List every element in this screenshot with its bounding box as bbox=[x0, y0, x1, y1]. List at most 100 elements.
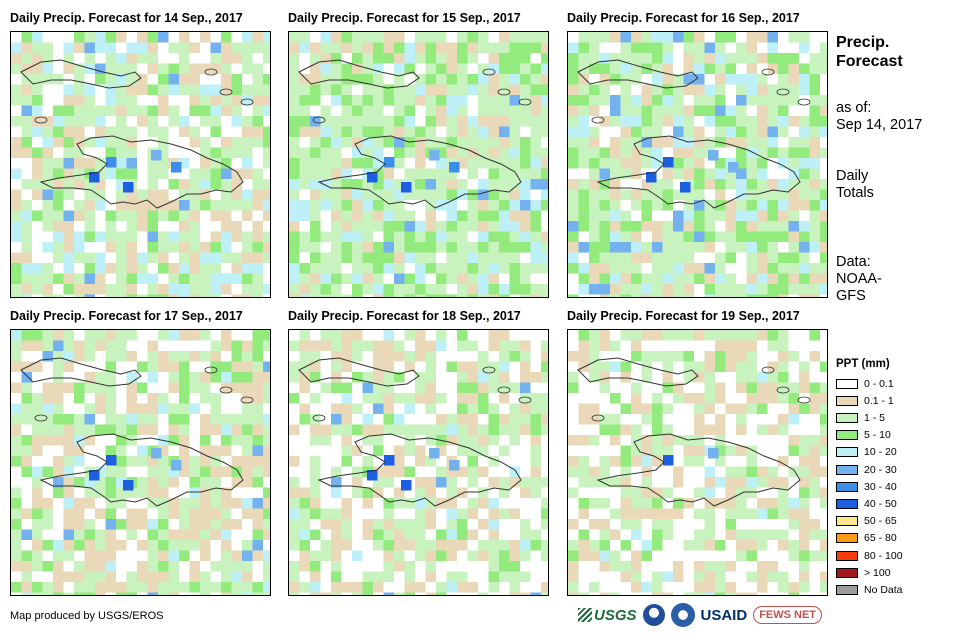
precip-cell bbox=[530, 582, 542, 593]
precip-cell bbox=[457, 116, 468, 127]
precip-cell bbox=[331, 487, 342, 499]
precip-cell bbox=[683, 361, 695, 373]
precip-cell bbox=[320, 42, 332, 54]
precip-cell bbox=[373, 330, 384, 341]
precip-cell bbox=[541, 273, 548, 285]
legend-item: 65 - 80 bbox=[836, 530, 897, 547]
precip-cell bbox=[362, 231, 374, 243]
precip-cell bbox=[53, 456, 64, 467]
precip-cell bbox=[74, 74, 85, 85]
precip-cell bbox=[715, 74, 726, 85]
precip-cell bbox=[158, 393, 169, 404]
precip-cell bbox=[299, 487, 311, 499]
precip-cell bbox=[32, 273, 43, 285]
precip-cell bbox=[32, 330, 43, 341]
precip-cell bbox=[299, 403, 311, 415]
precip-cell bbox=[589, 445, 600, 457]
precip-cell bbox=[11, 158, 22, 169]
precip-cell bbox=[221, 571, 232, 583]
precip-cell bbox=[53, 550, 64, 562]
precip-cell bbox=[578, 84, 590, 96]
legend-swatch bbox=[836, 533, 858, 544]
precip-cell bbox=[53, 508, 64, 520]
precip-cell bbox=[373, 351, 384, 362]
precip-cell bbox=[446, 550, 458, 562]
precip-cell bbox=[467, 403, 479, 415]
precip-cell bbox=[116, 32, 127, 43]
precip-cell bbox=[263, 561, 270, 572]
precip-cell bbox=[499, 252, 510, 264]
precip-cell bbox=[467, 294, 479, 297]
precip-cell bbox=[589, 582, 600, 593]
precip-cell bbox=[641, 189, 653, 201]
precip-cell bbox=[168, 263, 180, 274]
precip-cell bbox=[683, 414, 695, 425]
precip-cell bbox=[147, 116, 159, 127]
precip-cell bbox=[404, 561, 416, 572]
asof-date: Sep 14, 2017 bbox=[836, 117, 923, 133]
precip-cell bbox=[620, 519, 632, 530]
legend-item: 10 - 20 bbox=[836, 444, 897, 461]
precip-cell bbox=[126, 158, 138, 169]
precip-cell bbox=[331, 393, 342, 404]
precip-cell bbox=[725, 147, 737, 159]
precip-cell bbox=[21, 592, 33, 595]
precip-cell bbox=[488, 74, 500, 85]
precip-cell bbox=[683, 435, 695, 446]
panel-title-4: Daily Precip. Forecast for 17 Sep., 2017 bbox=[10, 309, 243, 323]
precip-cell bbox=[331, 403, 342, 415]
precip-cell bbox=[436, 273, 447, 285]
precip-cell bbox=[652, 393, 663, 404]
precip-cell bbox=[652, 42, 663, 54]
precip-cell bbox=[210, 32, 222, 43]
precip-cell bbox=[662, 561, 674, 572]
precip-cell bbox=[446, 330, 458, 341]
precip-cell bbox=[210, 592, 222, 595]
forecast-map-15-sep bbox=[288, 31, 549, 298]
precip-cell bbox=[189, 137, 201, 148]
precip-cell bbox=[509, 158, 521, 169]
precip-cell bbox=[715, 116, 726, 127]
precip-cell bbox=[599, 435, 611, 446]
precip-cell bbox=[568, 435, 579, 446]
precip-cell bbox=[488, 263, 500, 274]
precip-cell bbox=[578, 382, 590, 394]
precip-cell bbox=[541, 42, 548, 54]
precip-cell bbox=[620, 105, 632, 117]
precip-cell bbox=[746, 477, 758, 488]
precip-cell bbox=[520, 361, 531, 373]
precip-cell bbox=[767, 382, 779, 394]
precip-cell bbox=[631, 487, 642, 499]
precip-cell bbox=[341, 147, 353, 159]
precip-cell bbox=[32, 252, 43, 264]
precip-cell bbox=[32, 105, 43, 117]
precip-cell bbox=[289, 487, 300, 499]
forecast-map-19-sep bbox=[567, 329, 828, 596]
precip-cell bbox=[11, 189, 22, 201]
precip-cell bbox=[310, 147, 321, 159]
precip-cell bbox=[568, 466, 579, 478]
precip-cell bbox=[620, 84, 632, 96]
precip-cell bbox=[725, 32, 737, 43]
precip-cell bbox=[530, 487, 542, 499]
small-island-outline bbox=[497, 386, 511, 394]
precip-cell bbox=[488, 529, 500, 541]
precip-cell bbox=[457, 137, 468, 148]
precip-cell bbox=[488, 393, 500, 404]
precip-cell bbox=[147, 361, 159, 373]
legend-item: 40 - 50 bbox=[836, 495, 897, 512]
precip-cell bbox=[341, 351, 353, 362]
precip-cell bbox=[74, 252, 85, 264]
precip-cell bbox=[242, 252, 253, 264]
precip-cell bbox=[499, 445, 510, 457]
precip-cell bbox=[168, 231, 180, 243]
precip-cell bbox=[694, 372, 705, 383]
precip-cell bbox=[568, 95, 579, 106]
precip-cell bbox=[652, 116, 663, 127]
precip-cell bbox=[179, 210, 190, 222]
precip-cell bbox=[42, 116, 54, 127]
precip-cell bbox=[252, 372, 264, 383]
precip-cell bbox=[341, 424, 353, 436]
precip-cell bbox=[599, 508, 611, 520]
precip-cell bbox=[662, 508, 674, 520]
